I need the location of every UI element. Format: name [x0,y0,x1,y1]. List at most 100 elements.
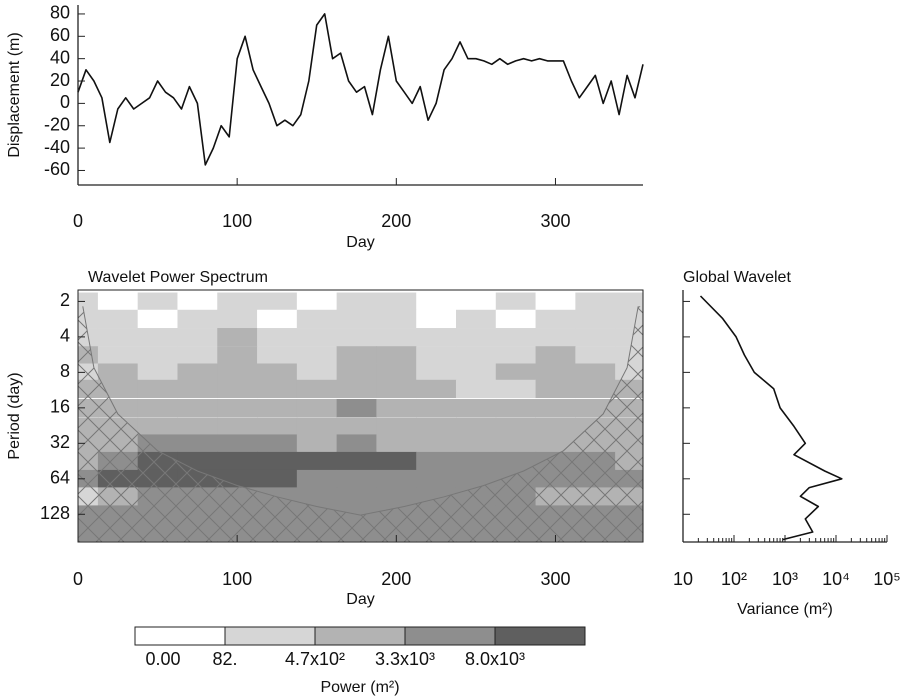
power-cell [296,346,338,365]
power-cell [97,346,139,365]
power-cell [257,398,298,418]
power-cell [535,379,576,399]
power-cell [336,487,377,506]
y-tick-label: -20 [44,114,70,134]
power-cell [575,309,616,329]
y-tick-label: 16 [50,397,70,417]
x-tick-label: 300 [540,569,570,589]
y-axis-label: Period (day) [6,372,23,459]
power-cell [535,346,576,365]
panel-title: Global Wavelet [683,269,791,286]
power-cell [217,363,258,382]
y-tick-label: 40 [50,47,70,67]
coi-edge [82,306,639,516]
power-cell [97,292,139,311]
power-cell [177,417,218,436]
power-cell [217,434,258,453]
power-cell [336,469,377,489]
power-cell [376,417,417,436]
power-cell [376,469,417,489]
power-cell [416,346,457,365]
y-tick-label: -60 [44,159,70,179]
power-cell [296,309,338,329]
power-cell [296,487,338,506]
power-cell [257,469,298,489]
power-cell [296,434,338,453]
x-tick-label: 200 [381,211,411,231]
power-cell [376,346,417,365]
power-cell [336,451,377,471]
colorbar-label: 3.3x10³ [375,649,435,669]
power-cell [535,309,576,329]
power-cell [495,398,537,418]
power-cell [455,398,497,418]
power-cell [217,346,258,365]
power-cell [495,292,537,311]
power-cell [217,379,258,399]
data-line [699,295,843,541]
power-cell [97,328,139,347]
power-cell [257,363,298,382]
power-cell [217,398,258,418]
power-cell [575,363,616,382]
power-cell [495,451,537,471]
power-cell [336,434,377,453]
power-cell [137,309,178,329]
power-cell [336,328,377,347]
y-tick-label: 80 [50,3,70,23]
power-cell [495,309,537,329]
power-cell [137,292,178,311]
power-cell [376,292,417,311]
x-axis-label: Day [346,591,374,608]
power-cell [217,417,258,436]
power-cell [296,451,338,471]
power-cell [257,346,298,365]
power-cell [535,292,576,311]
y-tick-label: 8 [60,361,70,381]
cone-of-influence [78,306,643,542]
power-cell [455,417,497,436]
power-cell [257,451,298,471]
y-tick-label: 60 [50,25,70,45]
y-tick-label: 32 [50,432,70,452]
x-tick-label: 10⁴ [822,569,850,589]
power-cell [535,328,576,347]
power-cell [177,346,218,365]
power-cell [416,398,457,418]
power-cell [177,328,218,347]
power-cell [575,346,616,365]
power-cell [535,363,576,382]
power-cell [416,451,457,471]
x-tick-label: 100 [222,569,252,589]
power-cell [416,363,457,382]
power-cell [137,379,178,399]
power-cell [575,292,616,311]
y-tick-label: 4 [60,326,70,346]
power-cell [137,398,178,418]
power-cell [495,417,537,436]
power-cell [416,328,457,347]
power-cell [257,328,298,347]
power-cell [257,379,298,399]
colorbar-box [134,626,226,646]
y-tick-label: 128 [40,503,70,523]
power-cell [217,451,258,471]
x-tick-label: 10³ [772,569,798,589]
power-cell [336,292,377,311]
colorbar-box [314,626,406,646]
panel: 0.00 82. 4.7x10² 3.3x10³ 8.0x10³ Power (m²) 2 4… [6,269,644,696]
x-tick-label: 10² [721,569,747,589]
power-cell [137,363,178,382]
power-cell [416,469,457,489]
power-cell [376,487,417,506]
power-cell [495,346,537,365]
colorbar-box [224,626,316,646]
power-cell [296,417,338,436]
power-cell [575,328,616,347]
power-cell [495,363,537,382]
x-tick-label: 0 [73,211,83,231]
power-cell [455,328,497,347]
power-cell [416,379,457,399]
power-cell [336,379,377,399]
